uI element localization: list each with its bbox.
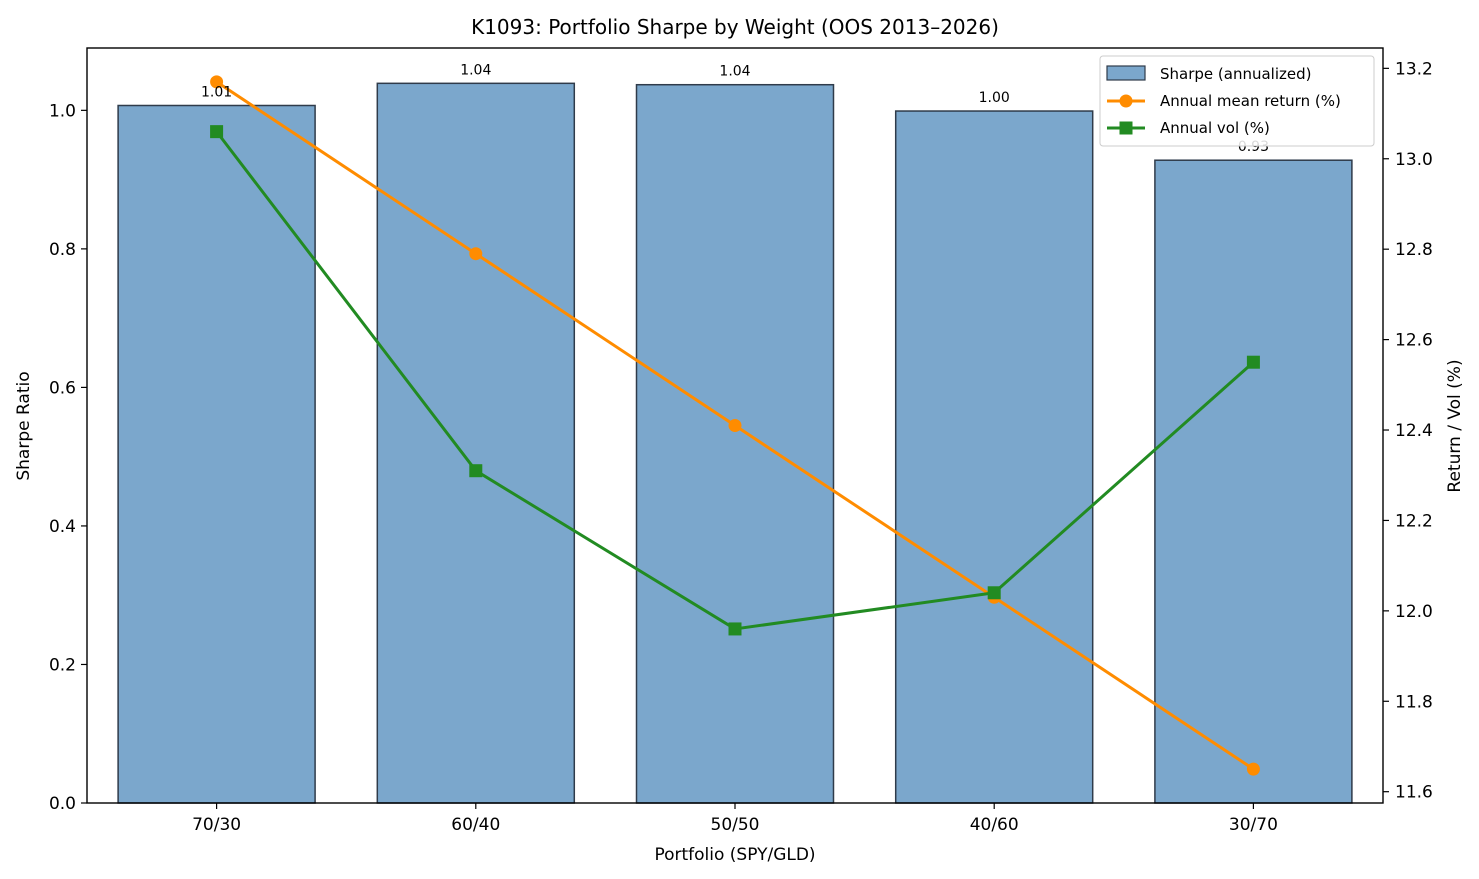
point-return	[210, 75, 224, 89]
point-return	[469, 247, 483, 261]
point-vol	[987, 586, 1001, 600]
bars-layer	[117, 82, 1353, 804]
point-return	[728, 419, 742, 432]
x-tick-label: 70/30	[192, 815, 241, 835]
y-tick-label: 0.4	[49, 517, 76, 537]
y-tick-label: 0.6	[49, 378, 76, 398]
point-vol	[728, 622, 742, 636]
point-vol	[210, 125, 224, 139]
y2-tick-label: 13.0	[1395, 150, 1433, 170]
bar-60-40	[376, 82, 576, 804]
bar-value-label: 1.01	[201, 84, 232, 100]
y-tick-label: 0.2	[49, 655, 76, 675]
y2-axis-label: Return / Vol (%)	[1445, 359, 1465, 492]
y-axis-label: Sharpe Ratio	[14, 371, 34, 480]
chart-title: K1093: Portfolio Sharpe by Weight (OOS 2…	[471, 15, 999, 39]
x-tick-label: 60/40	[451, 815, 500, 835]
y-axis-left: 0.0 0.2 0.4 0.6 0.8 1.0	[49, 101, 87, 814]
bar-value-label: 1.00	[979, 90, 1010, 106]
x-tick-label: 40/60	[970, 815, 1019, 835]
y2-tick-label: 12.4	[1395, 421, 1433, 441]
bar-value-label: 1.04	[460, 62, 491, 78]
x-tick-label: 30/70	[1229, 815, 1278, 835]
lines-layer	[210, 75, 1260, 776]
legend-swatch-sharpe	[1106, 65, 1146, 81]
y-axis-right: 11.6 11.8 12.0 12.2 12.4 12.6 12.8 13.0 13.2	[1383, 59, 1433, 803]
legend-entry-return: Annual mean return (%)	[1107, 92, 1341, 110]
y2-tick-label: 12.2	[1395, 511, 1433, 531]
y2-tick-label: 12.6	[1395, 331, 1433, 351]
legend-label-vol: Annual vol (%)	[1160, 119, 1270, 137]
y2-tick-label: 13.2	[1395, 59, 1433, 79]
legend-entry-sharpe: Sharpe (annualized)	[1106, 65, 1311, 83]
y2-tick-label: 12.0	[1395, 602, 1433, 622]
bar-40-60	[894, 110, 1094, 804]
point-vol	[469, 464, 483, 478]
point-return	[1246, 762, 1260, 776]
legend-entry-vol: Annual vol (%)	[1107, 119, 1270, 137]
x-tick-label: 50/50	[711, 815, 760, 835]
x-axis: 70/30 60/40 50/50 40/60 30/70	[192, 803, 1278, 835]
bar-value-label: 1.04	[719, 64, 750, 80]
legend-marker-vol	[1119, 121, 1133, 135]
legend-label-return: Annual mean return (%)	[1160, 92, 1341, 110]
legend: Sharpe (annualized) Annual mean return (…	[1099, 55, 1375, 147]
legend-box	[1099, 55, 1375, 147]
bar-70-30	[117, 104, 316, 804]
y2-tick-label: 12.8	[1395, 240, 1433, 260]
y2-tick-label: 11.6	[1395, 783, 1433, 803]
bar-30-70	[1154, 159, 1353, 804]
y-tick-label: 0.0	[49, 794, 76, 814]
y-tick-label: 0.8	[49, 240, 76, 260]
bar-50-50	[635, 83, 835, 804]
y2-tick-label: 11.8	[1395, 692, 1433, 712]
point-vol	[1246, 355, 1260, 369]
legend-label-sharpe: Sharpe (annualized)	[1160, 65, 1311, 83]
y-tick-label: 1.0	[49, 101, 76, 121]
legend-marker-return	[1119, 94, 1133, 108]
x-axis-label: Portfolio (SPY/GLD)	[654, 845, 815, 865]
